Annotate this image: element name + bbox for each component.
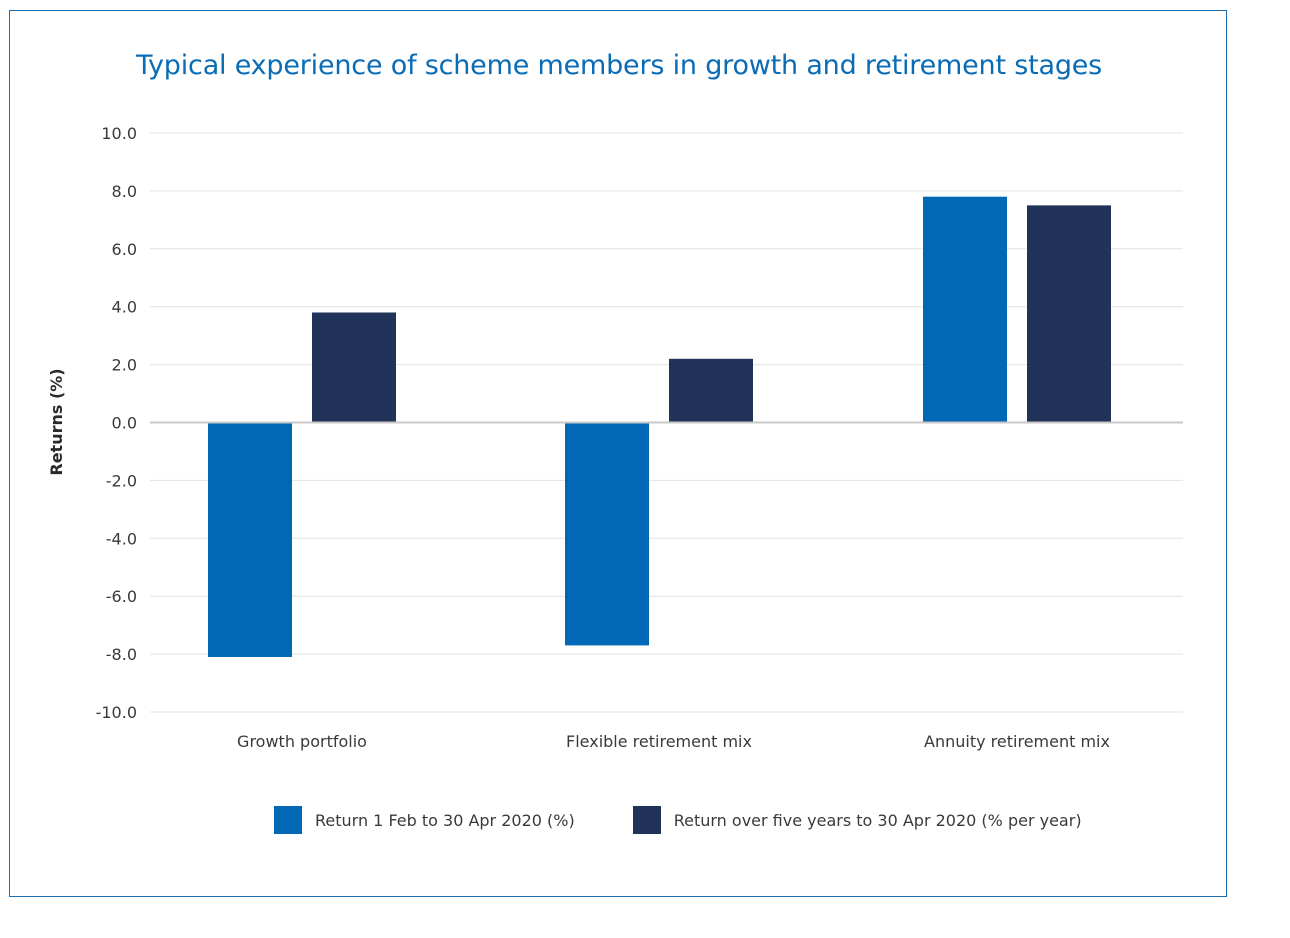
- y-tick-labels: 10.0 8.0 6.0 4.0 2.0 0.0 -2.0 -4.0 -6.0 -8.0 -10.0: [96, 124, 137, 722]
- bar-three-month-0: [208, 423, 292, 657]
- legend-label: Return 1 Feb to 30 Apr 2020 (%): [315, 810, 575, 830]
- y-tick-label: -2.0: [106, 471, 137, 490]
- category-label: Annuity retirement mix: [924, 732, 1110, 751]
- chart-title: Typical experience of scheme members in …: [135, 50, 1103, 81]
- y-tick-label: -6.0: [106, 587, 137, 606]
- category-label: Flexible retirement mix: [566, 732, 752, 751]
- y-tick-label: 2.0: [112, 356, 137, 375]
- y-tick-label: -4.0: [106, 529, 137, 548]
- category-label: Growth portfolio: [237, 732, 367, 751]
- legend-swatch: [632, 806, 661, 834]
- bar-five-year-1: [669, 358, 753, 422]
- y-tick-label: 6.0: [112, 240, 137, 259]
- legend-item: Return 1 Feb to 30 Apr 2020 (%): [274, 806, 575, 834]
- y-tick-label: 10.0: [101, 124, 137, 143]
- legend: Return 1 Feb to 30 Apr 2020 (%) Return ov…: [274, 806, 1140, 834]
- y-axis-label: Returns (%): [47, 368, 66, 475]
- bar-three-month-2: [923, 196, 1007, 422]
- bar-chart: 10.0 8.0 6.0 4.0 2.0 0.0 -2.0 -4.0 -6.0 -8.0 -10.0…: [47, 124, 1183, 751]
- chart-frame: [9, 10, 1227, 897]
- category-labels: Growth portfolio Flexible retirement mix A…: [237, 732, 1110, 751]
- bars: [208, 196, 1111, 657]
- legend-item: Return over five years to 30 Apr 2020 (%…: [632, 806, 1082, 834]
- y-tick-label: 0.0: [112, 414, 137, 433]
- y-tick-label: -10.0: [96, 703, 137, 722]
- grid-lines: [150, 132, 1183, 713]
- legend-label: Return over five years to 30 Apr 2020 (%…: [673, 810, 1082, 830]
- legend-swatch: [274, 806, 302, 834]
- y-tick-label: 8.0: [112, 182, 137, 201]
- bar-five-year-2: [1027, 205, 1111, 422]
- bar-three-month-1: [565, 423, 649, 646]
- y-tick-label: 4.0: [112, 298, 137, 317]
- bar-five-year-0: [312, 312, 396, 422]
- y-tick-label: -8.0: [106, 645, 137, 664]
